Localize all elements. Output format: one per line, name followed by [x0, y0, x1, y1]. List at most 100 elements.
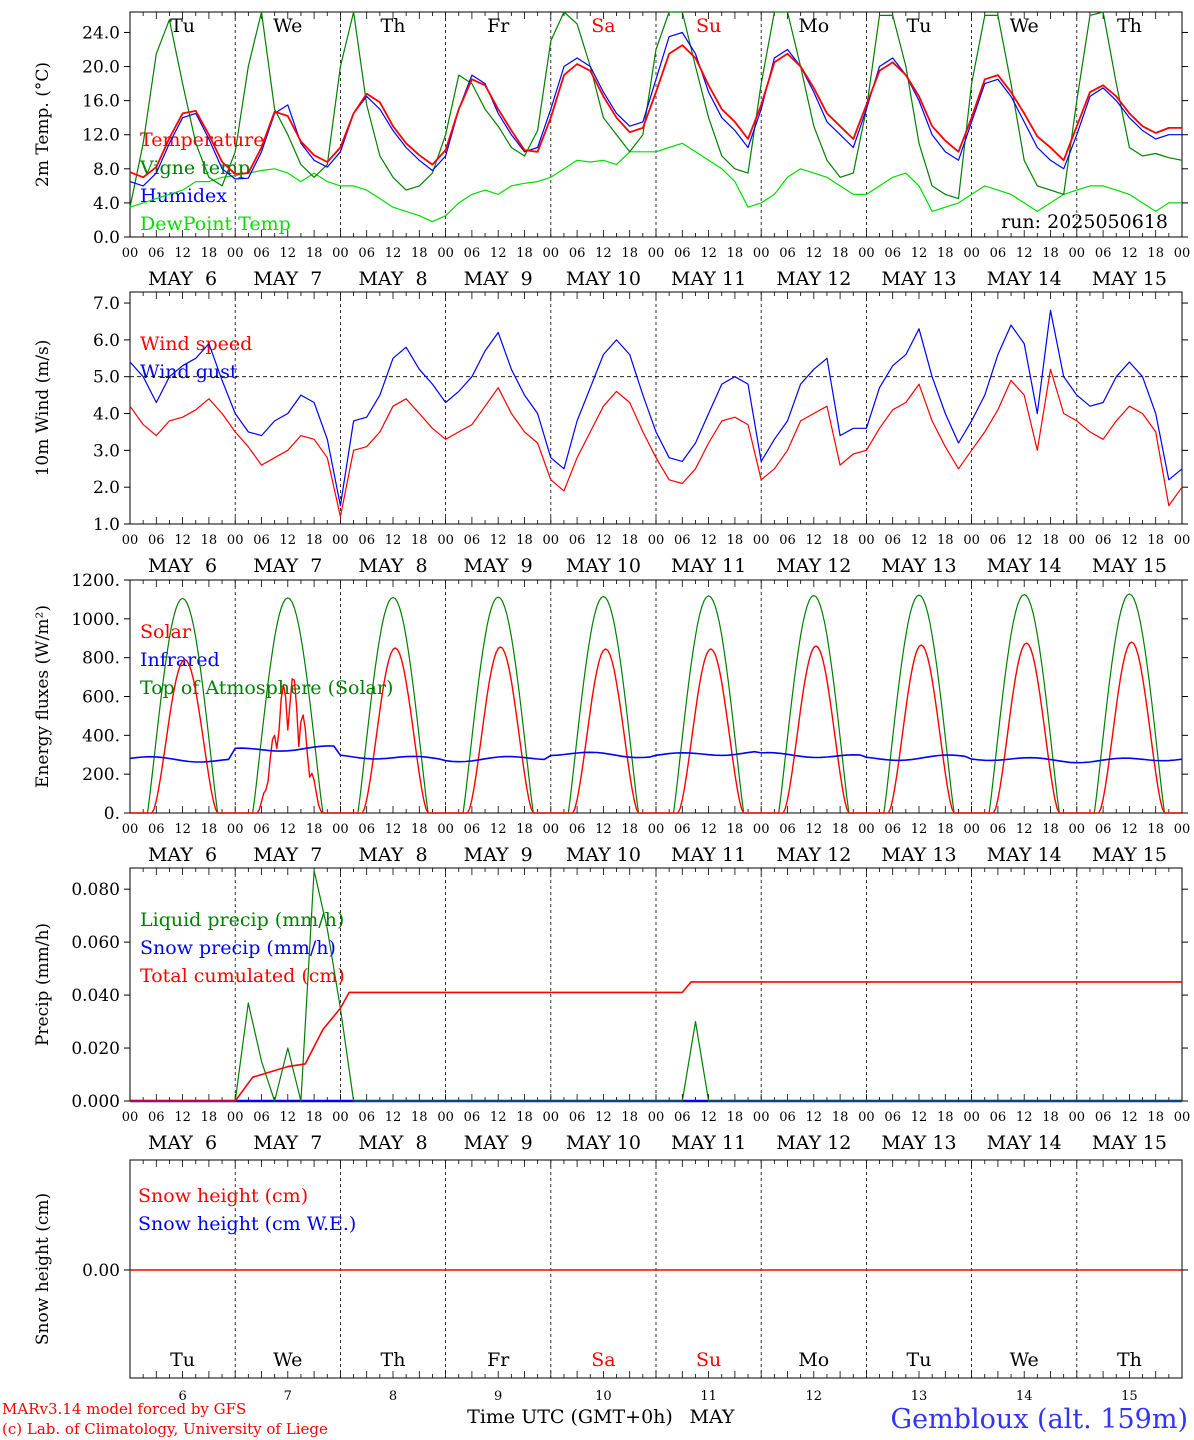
y-tick-label: 0.060	[71, 933, 120, 953]
date-label: MAY 12	[776, 268, 851, 290]
date-label: MAY 8	[358, 268, 427, 290]
day-number: 6	[178, 1389, 186, 1404]
hour-tick-label: 12	[490, 246, 507, 261]
hour-tick-label: 06	[569, 533, 586, 548]
hour-tick-label: 00	[1174, 1110, 1191, 1125]
hour-tick-label: 00	[753, 533, 770, 548]
solar-line	[130, 641, 1182, 814]
hour-tick-label: 00	[753, 1110, 770, 1125]
hour-tick-label: 12	[1121, 533, 1138, 548]
date-label: MAY 14	[987, 844, 1062, 866]
date-label: MAY 10	[566, 844, 641, 866]
hour-tick-label: 06	[148, 246, 165, 261]
hour-tick-label: 12	[595, 246, 612, 261]
hour-tick-label: 00	[437, 246, 454, 261]
precip-panel: Precip (mm/h) 0.000 0.020 0.040 0.060 0.080 00…	[33, 867, 1191, 1154]
hour-tick-label: 18	[1147, 246, 1164, 261]
date-label: MAY 6	[148, 268, 217, 290]
legend-entry: Total cumulated (cm)	[140, 965, 345, 987]
hour-tick-label: 18	[516, 246, 533, 261]
hour-tick-label: 06	[253, 1110, 270, 1125]
model-credit: MARv3.14 model forced by GFS	[2, 1400, 246, 1418]
date-label: MAY 12	[776, 1132, 851, 1154]
hour-tick-label: 12	[806, 1110, 823, 1125]
humidex-line	[129, 31, 1182, 187]
y-tick-label: 1200.	[71, 571, 120, 591]
liquid-precip-line	[130, 869, 1182, 1102]
hour-tick-label: 00	[543, 533, 560, 548]
hour-tick-label: 18	[411, 246, 428, 261]
hour-tick-label: 00	[1174, 246, 1191, 261]
legend-entry: Liquid precip (mm/h)	[140, 909, 344, 931]
hour-tick-label: 18	[1042, 1110, 1059, 1125]
hour-tick-label: 06	[884, 822, 901, 837]
date-label: MAY 9	[464, 555, 533, 577]
hour-tick-label: 00	[122, 822, 139, 837]
date-label: MAY 11	[671, 844, 746, 866]
hour-tick-label: 18	[832, 822, 849, 837]
hour-tick-label: 00	[227, 1110, 244, 1125]
date-label: MAY 11	[671, 268, 746, 290]
legend-entry: Snow precip (mm/h)	[140, 937, 336, 959]
hour-tick-label: 18	[832, 1110, 849, 1125]
hour-tick-label: 06	[358, 1110, 375, 1125]
weekday-label: We	[1010, 15, 1039, 37]
hour-tick-label: 12	[806, 822, 823, 837]
hour-tick-label: 18	[516, 1110, 533, 1125]
hour-tick-label: 18	[1042, 246, 1059, 261]
date-label: MAY 6	[148, 844, 217, 866]
hour-tick-label: 12	[595, 1110, 612, 1125]
y-tick-label: 0.080	[71, 880, 120, 900]
hour-tick-label: 18	[727, 1110, 744, 1125]
hour-tick-label: 00	[437, 822, 454, 837]
hour-tick-label: 18	[1147, 1110, 1164, 1125]
infrared-line	[129, 745, 1183, 764]
temperature-panel: 2m Temp. (°C) 0.0 4.0 8.0 12.0 16.0 20.0 24.0 00…	[33, 11, 1191, 290]
hour-tick-label: 18	[201, 246, 218, 261]
hour-tick-label: 06	[779, 533, 796, 548]
weekday-label: Tu	[907, 1349, 932, 1371]
date-label: MAY 7	[253, 268, 322, 290]
hour-tick-label: 06	[253, 246, 270, 261]
hour-tick-label: 06	[253, 822, 270, 837]
hour-tick-label: 06	[464, 533, 481, 548]
hour-tick-label: 18	[727, 822, 744, 837]
hour-tick-label: 06	[148, 1110, 165, 1125]
day-number: 14	[1016, 1389, 1033, 1404]
hour-tick-label: 18	[1147, 822, 1164, 837]
date-label: MAY 13	[881, 555, 956, 577]
hour-tick-label: 18	[1042, 822, 1059, 837]
hour-tick-label: 00	[227, 246, 244, 261]
date-label: MAY 9	[464, 268, 533, 290]
date-label: MAY 7	[253, 1132, 322, 1154]
hour-tick-label: 00	[753, 246, 770, 261]
hour-tick-label: 06	[148, 533, 165, 548]
hour-tick-label: 18	[306, 246, 323, 261]
hour-tick-label: 06	[569, 246, 586, 261]
y-tick-label: 6.0	[93, 331, 120, 351]
hour-tick-label: 00	[1174, 533, 1191, 548]
hour-tick-label: 00	[648, 1110, 665, 1125]
hour-tick-label: 00	[963, 1110, 980, 1125]
date-label: MAY 9	[464, 844, 533, 866]
hour-tick-label: 00	[543, 1110, 560, 1125]
hour-tick-label: 06	[253, 533, 270, 548]
weekday-label: Th	[381, 15, 406, 37]
hour-tick-label: 00	[858, 822, 875, 837]
hour-tick-label: 06	[1095, 533, 1112, 548]
hour-tick-label: 18	[621, 246, 638, 261]
hour-tick-label: 12	[806, 533, 823, 548]
legend-entry: Temperature	[140, 129, 264, 151]
y-tick-label: 800.	[82, 649, 120, 669]
hour-tick-label: 18	[1147, 533, 1164, 548]
hour-tick-label: 12	[174, 533, 191, 548]
hour-tick-label: 06	[990, 822, 1007, 837]
hour-tick-label: 12	[806, 246, 823, 261]
hour-tick-label: 18	[411, 1110, 428, 1125]
hour-tick-label: 12	[174, 246, 191, 261]
hour-tick-label: 06	[358, 822, 375, 837]
hour-tick-label: 12	[911, 246, 928, 261]
hour-tick-label: 18	[411, 533, 428, 548]
weekday-label: Su	[696, 15, 721, 37]
hour-tick-label: 06	[1095, 246, 1112, 261]
